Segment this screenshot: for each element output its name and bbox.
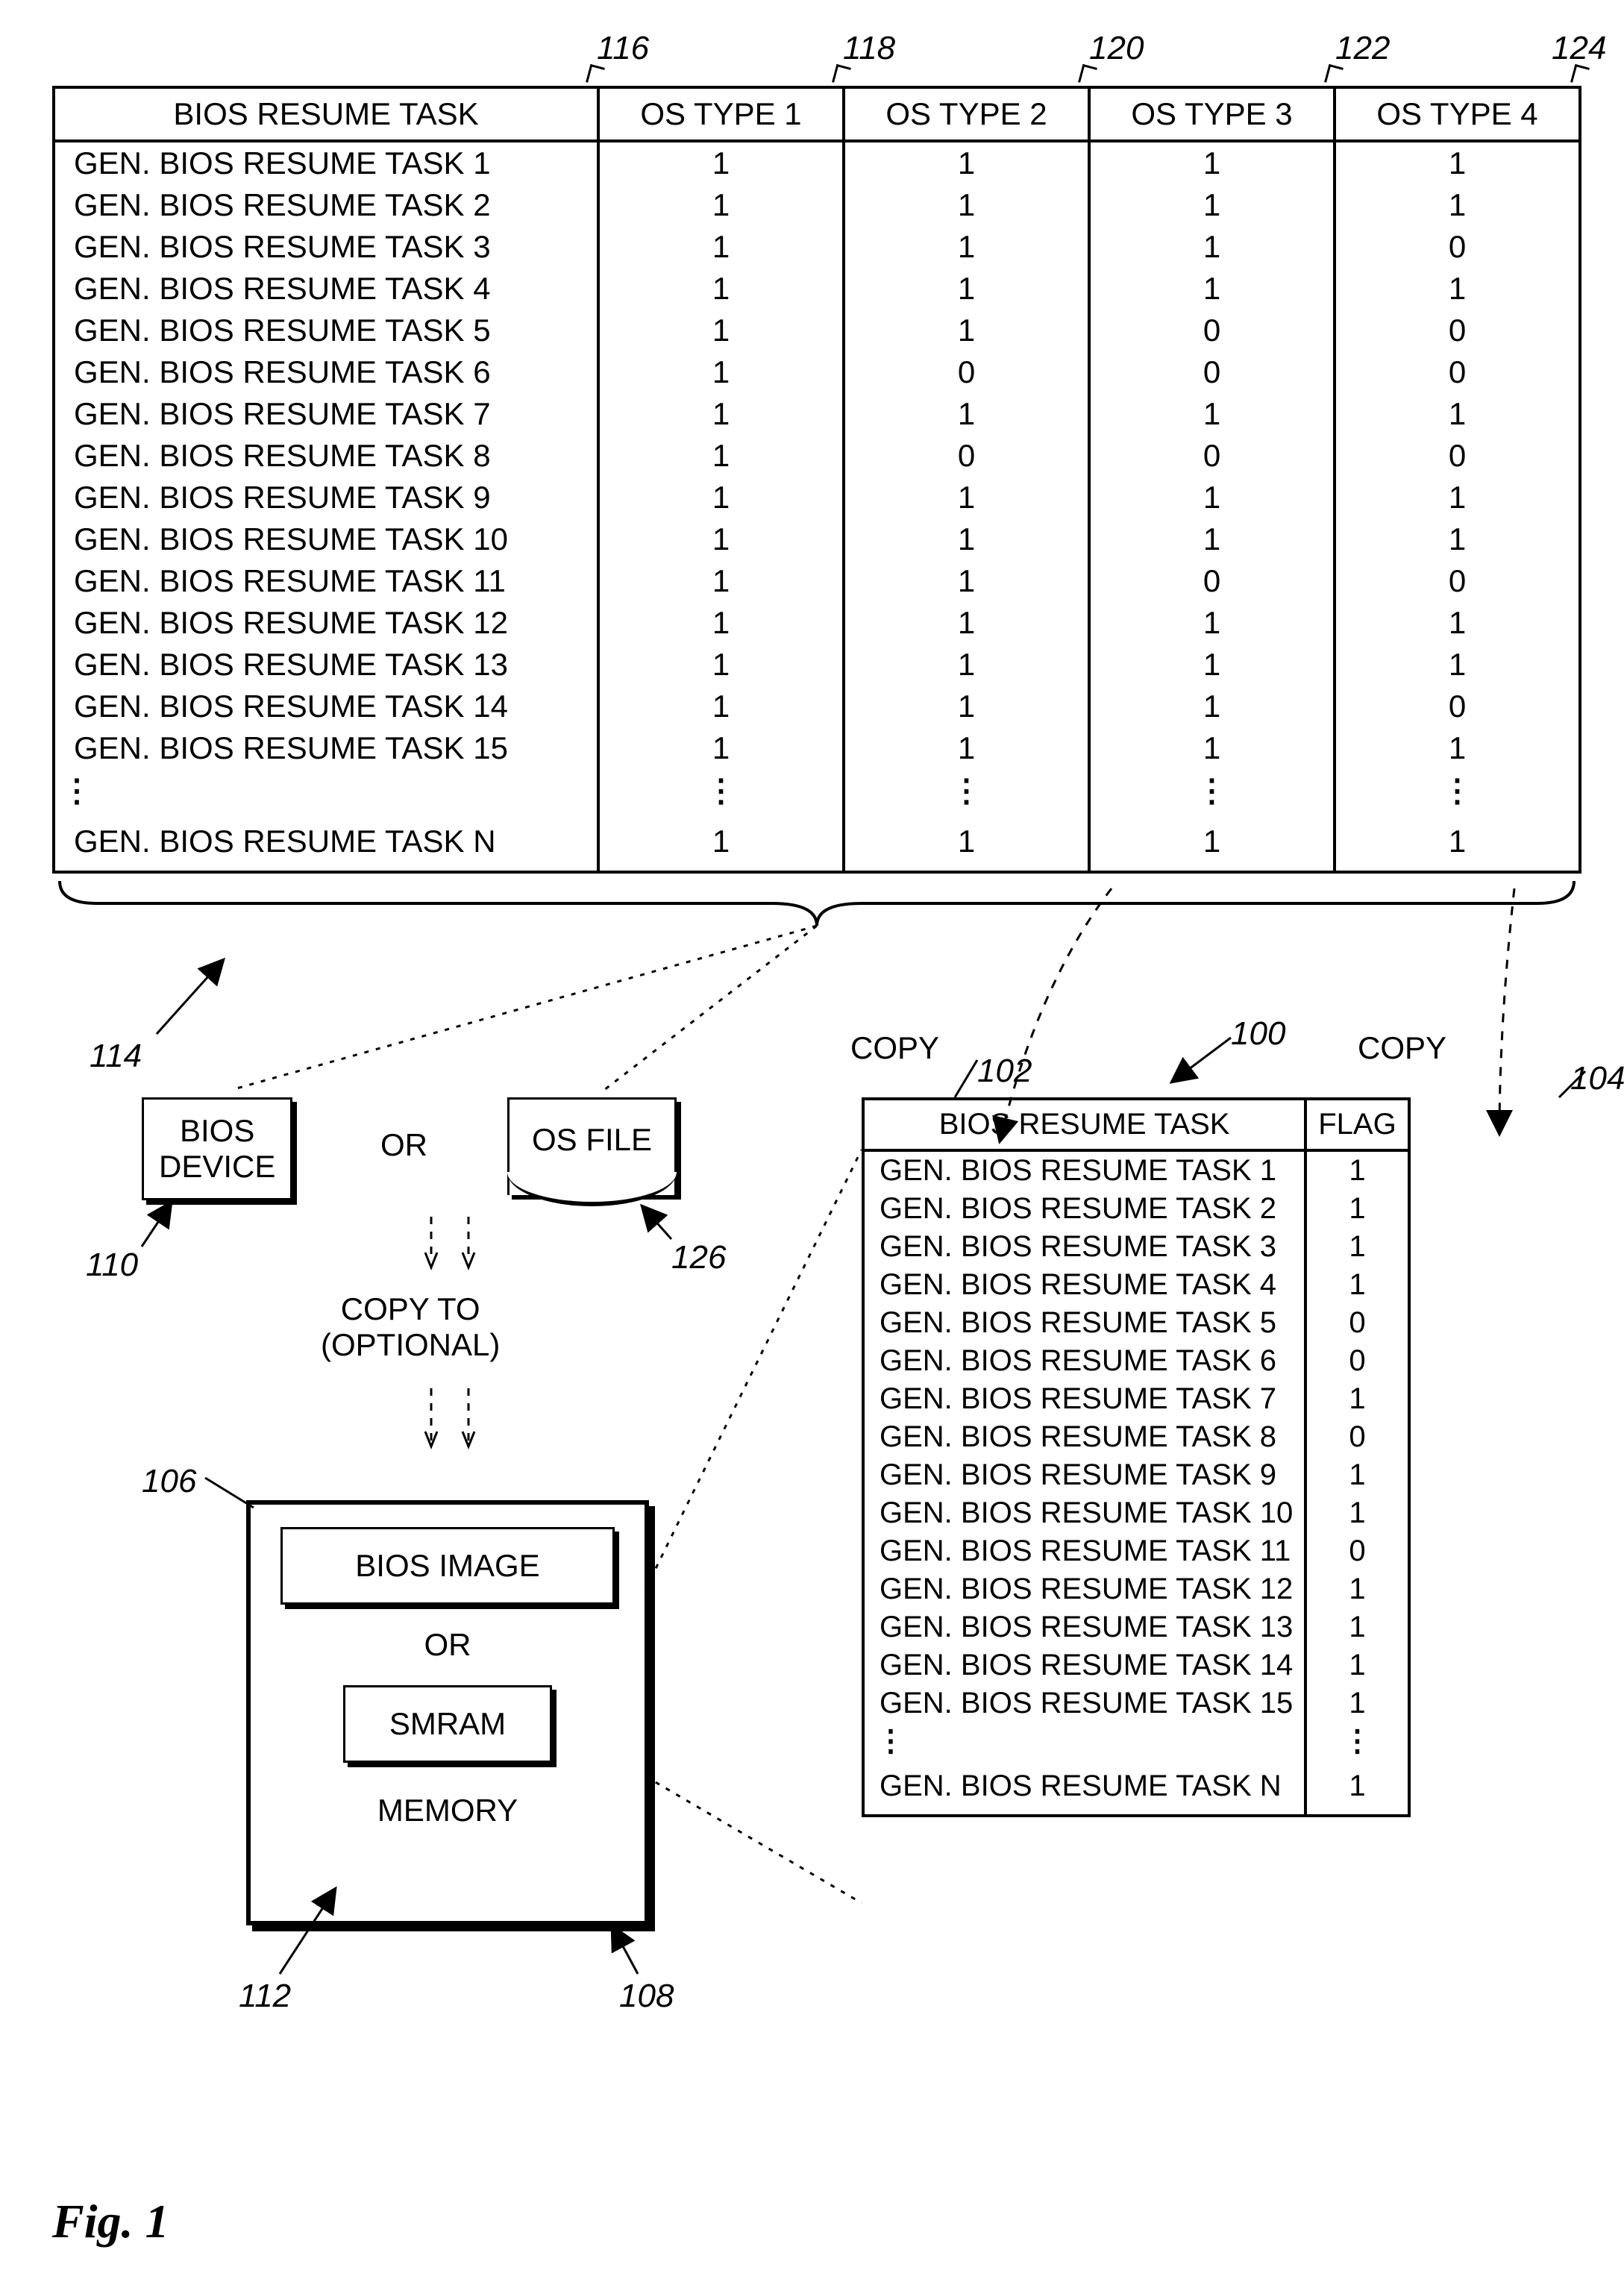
table-row: GEN. BIOS RESUME TASK 51100 [54,310,1580,351]
or-label-1: OR [380,1127,427,1163]
table-row: GEN. BIOS RESUME TASK 81000 [54,435,1580,477]
ref-108: 108 [619,1978,674,2015]
main-bios-table: BIOS RESUME TASKOS TYPE 1OS TYPE 2OS TYP… [52,86,1581,874]
table-row: GEN. BIOS RESUME TASK 60 [863,1342,1409,1380]
copy-label-2: COPY [1358,1030,1446,1066]
bios-device-box: BIOS DEVICE [142,1097,292,1200]
table-row: GEN. BIOS RESUME TASK 151111 [54,727,1580,769]
lower-diagram: 114 BIOS DEVICE 110 OR OS FILE 126 COPY … [22,948,1602,2179]
table-header: OS TYPE 2 [844,87,1089,141]
copy-label-1: COPY [850,1030,939,1066]
table-row: GEN. BIOS RESUME TASK 101 [863,1494,1409,1532]
or-label-2: OR [251,1627,645,1663]
figure-label: Fig. 1 [52,2194,1602,2249]
table-row: GEN. BIOS RESUME TASK 110 [863,1532,1409,1570]
table-row: GEN. BIOS RESUME TASK 41111 [54,268,1580,310]
table-header: OS TYPE 4 [1335,87,1580,141]
ref-112: 112 [239,1978,291,2015]
table-row: GEN. BIOS RESUME TASK 121111 [54,602,1580,644]
ref-number: 120 [1089,30,1144,67]
copy-to-label: COPY TO (OPTIONAL) [321,1291,500,1363]
ref-102: 102 [977,1053,1032,1090]
table-row: GEN. BIOS RESUME TASK 111100 [54,560,1580,602]
table-row: GEN. BIOS RESUME TASK 121 [863,1570,1409,1608]
table-vdots: ⋮⋮ [863,1722,1409,1767]
table-row: GEN. BIOS RESUME TASK N1 [863,1767,1409,1816]
os-file-box: OS FILE [507,1097,677,1195]
table-row: GEN. BIOS RESUME TASK 101111 [54,518,1580,560]
table-row: GEN. BIOS RESUME TASK 151 [863,1684,1409,1722]
table-row: GEN. BIOS RESUME TASK 71 [863,1380,1409,1418]
table-header: BIOS RESUME TASK [863,1099,1305,1150]
table-row: GEN. BIOS RESUME TASK 131111 [54,644,1580,686]
flag-table: BIOS RESUME TASKFLAG GEN. BIOS RESUME TA… [862,1097,1411,1817]
ref-106: 106 [142,1463,196,1500]
table-row: GEN. BIOS RESUME TASK 141 [863,1646,1409,1684]
table-row: GEN. BIOS RESUME TASK 21111 [54,184,1580,226]
table-row: GEN. BIOS RESUME TASK 50 [863,1304,1409,1342]
table-header: BIOS RESUME TASK [54,87,598,141]
reference-row: 116118120122124 [52,30,1581,86]
table-header: OS TYPE 1 [598,87,844,141]
table-row: GEN. BIOS RESUME TASK 71111 [54,393,1580,435]
figure-container: 116118120122124 BIOS RESUME TASKOS TYPE … [22,30,1602,2249]
table-row: GEN. BIOS RESUME TASK 91111 [54,477,1580,518]
memory-label: MEMORY [251,1793,645,1828]
table-row: GEN. BIOS RESUME TASK 21 [863,1190,1409,1228]
table-row: GEN. BIOS RESUME TASK 31 [863,1228,1409,1266]
brace [52,874,1581,948]
table-row: GEN. BIOS RESUME TASK 41 [863,1266,1409,1304]
table-row: GEN. BIOS RESUME TASK 31110 [54,226,1580,268]
table-vdots: ⋮⋮⋮⋮⋮ [54,769,1580,821]
table-row: GEN. BIOS RESUME TASK 141110 [54,686,1580,727]
ref-number: 122 [1335,30,1390,67]
table-row: GEN. BIOS RESUME TASK 80 [863,1418,1409,1456]
table-row: GEN. BIOS RESUME TASK N1111 [54,821,1580,872]
table-row: GEN. BIOS RESUME TASK 11111 [54,141,1580,184]
table-header: FLAG [1305,1099,1408,1150]
smram-box: SMRAM [343,1685,552,1763]
ref-100: 100 [1231,1015,1285,1053]
table-row: GEN. BIOS RESUME TASK 131 [863,1608,1409,1646]
bios-image-box: BIOS IMAGE [280,1527,615,1605]
ref-number: 116 [597,30,649,67]
table-row: GEN. BIOS RESUME TASK 11 [863,1150,1409,1190]
ref-number: 118 [843,30,895,67]
ref-110: 110 [86,1247,138,1284]
ref-104: 104 [1570,1060,1624,1097]
memory-box: BIOS IMAGE OR SMRAM MEMORY [246,1500,649,1925]
ref-114: 114 [90,1038,142,1075]
table-row: GEN. BIOS RESUME TASK 61000 [54,351,1580,393]
table-row: GEN. BIOS RESUME TASK 91 [863,1456,1409,1494]
ref-126: 126 [671,1239,726,1276]
ref-number: 124 [1552,30,1606,67]
table-header: OS TYPE 3 [1089,87,1335,141]
